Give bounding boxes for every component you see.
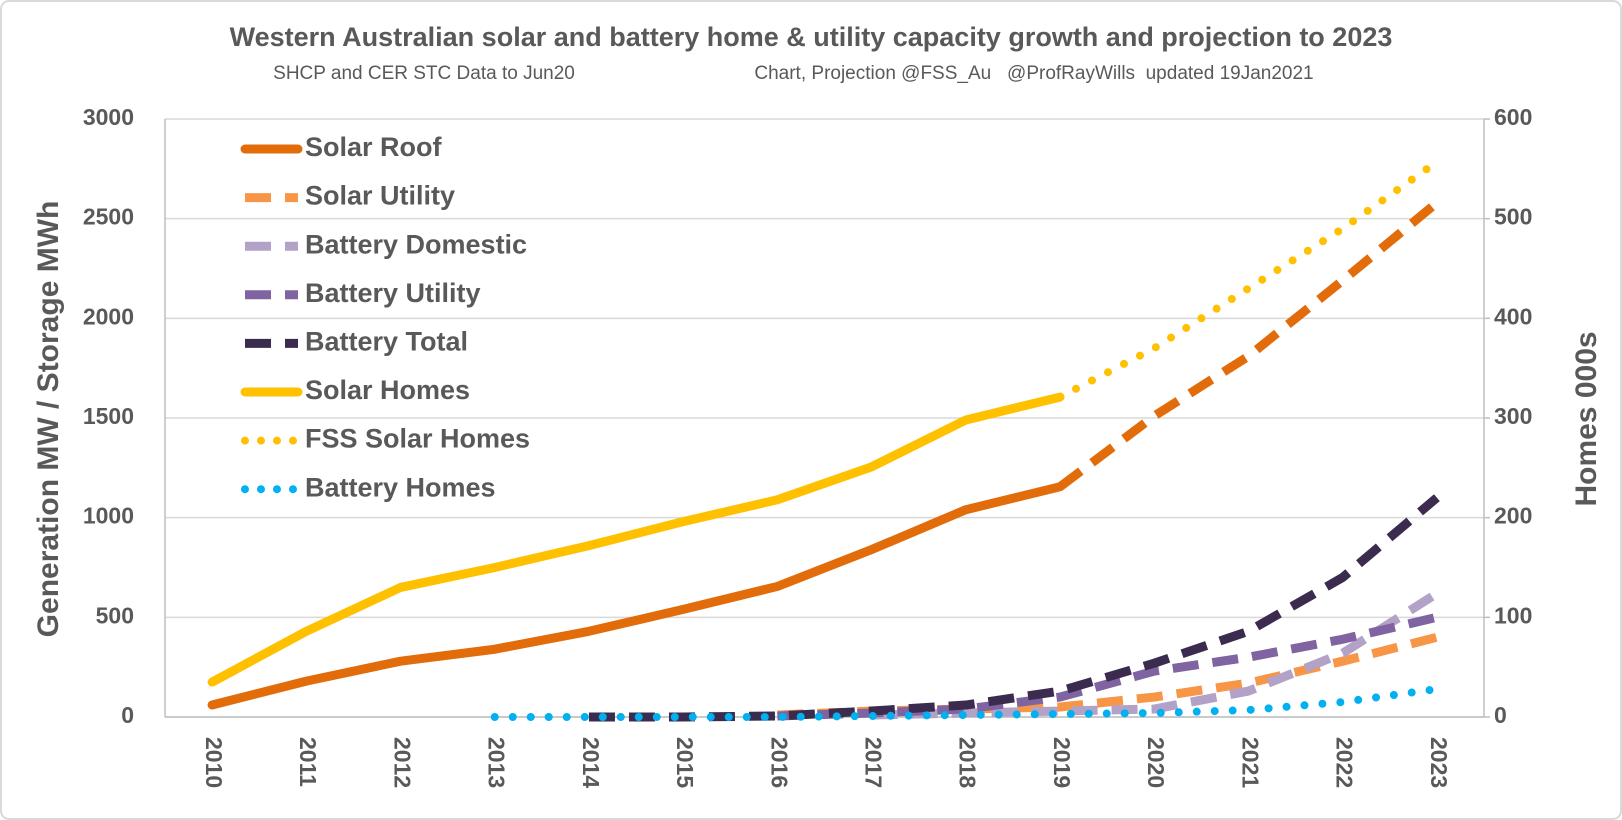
x-tick-label: 2020 [1143,737,1169,788]
x-tick-label: 2010 [201,737,227,788]
x-tick-label: 2011 [295,737,321,787]
y-axis-label: Generation MW / Storage MWh [32,201,65,638]
series-line [490,685,1441,721]
x-tick-label: 2014 [578,737,604,788]
legend-label: Solar Utility [305,181,455,211]
x-tick-label: 2021 [1237,737,1263,788]
y-tick-label: 1500 [83,403,134,429]
x-tick-label: 2016 [766,737,792,788]
x-tick-label: 2013 [484,737,510,788]
series-line [207,392,1065,687]
x-tick-label: 2015 [672,737,698,788]
y-tick-label: 0 [121,702,134,728]
y2-tick-label: 600 [1494,104,1532,130]
y2-tick-label: 300 [1494,403,1532,429]
x-tick-label: 2023 [1426,737,1452,788]
legend-label: Battery Total [305,327,468,357]
legend-label: Battery Domestic [305,229,527,259]
y2-tick-label: 500 [1494,204,1532,230]
chart-subtitle: SHCP and CER STC Data to Jun20 [273,63,575,84]
y-tick-label: 2500 [83,204,134,230]
series-line [777,612,1438,721]
x-tick-label: 2019 [1049,737,1075,788]
series-line [1056,157,1441,402]
x-tick-label: 2018 [955,737,981,788]
y2-axis-label: Homes 000s [1570,331,1603,506]
chart-title: Western Australian solar and battery hom… [230,22,1393,52]
y2-tick-label: 100 [1494,602,1532,628]
legend-label: FSS Solar Homes [305,424,530,454]
y2-tick-label: 400 [1494,303,1532,329]
x-tick-label: 2012 [389,737,415,788]
x-tick-label: 2022 [1332,737,1358,788]
y-tick-label: 1000 [83,503,134,529]
legend-label: Battery Utility [305,278,481,308]
y-tick-label: 3000 [83,104,134,130]
chart-subtitle: Chart, Projection @FSS_Au @ProfRayWills … [754,63,1313,84]
legend-label: Solar Roof [305,132,443,162]
y-tick-label: 2000 [83,303,134,329]
y-tick-label: 500 [96,602,134,628]
x-tick-label: 2017 [861,737,887,788]
series-line [207,482,1065,710]
y2-tick-label: 200 [1494,503,1532,529]
series-line [777,632,1438,720]
legend-label: Solar Homes [305,375,470,405]
legend-label: Battery Homes [305,472,496,502]
y2-tick-label: 0 [1494,702,1507,728]
